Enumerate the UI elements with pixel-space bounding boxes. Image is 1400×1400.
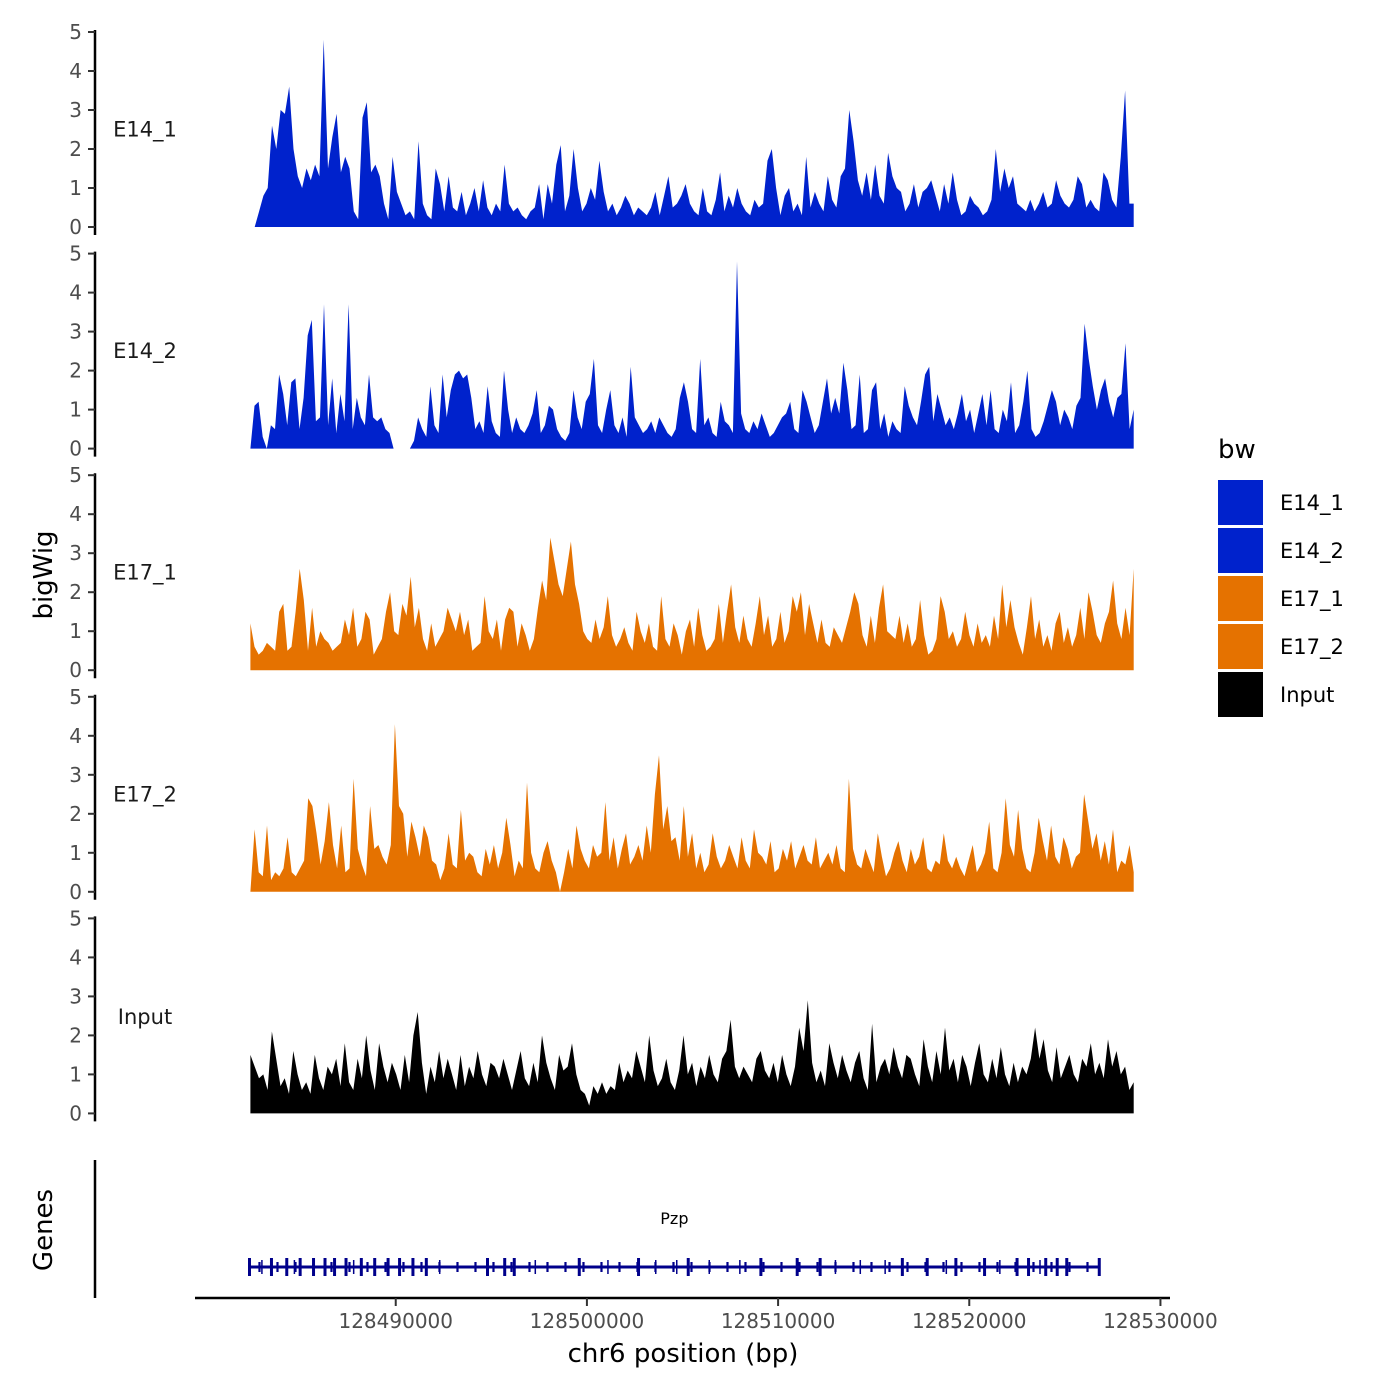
y-tick-label: 5 (69, 20, 82, 44)
track-label: E17_2 (113, 782, 177, 807)
y-tick-label: 1 (69, 619, 82, 643)
track-E14_1: 0 1 2 3 4 5 E14_1 (69, 20, 1134, 239)
y-tick-label: 1 (69, 841, 82, 865)
x-tick-label: 128510000 (721, 1309, 836, 1333)
signal-area-E17_1 (250, 537, 1134, 671)
y-tick-label: 1 (69, 1062, 82, 1086)
y-tick-label: 4 (69, 945, 82, 969)
x-axis: 128490000 128500000 128510000 128520000 1285… (195, 1296, 1218, 1333)
y-axis-title: bigWig (29, 530, 59, 619)
y-tick-label: 2 (69, 580, 82, 604)
x-tick-label: 128500000 (530, 1309, 645, 1333)
legend-label: Input (1280, 683, 1334, 707)
track-E17_1: 0 1 2 3 4 5 E17_1 (69, 463, 1134, 682)
y-tick-label: 3 (69, 98, 82, 122)
legend-swatch (1218, 672, 1263, 717)
genes-layer: Pzp (93, 1160, 1101, 1298)
y-tick-label: 5 (69, 242, 82, 266)
legend-swatch (1218, 480, 1263, 525)
y-tick-label: 0 (69, 880, 82, 904)
track-label: E17_1 (113, 561, 177, 586)
y-tick-label: 1 (69, 176, 82, 200)
y-tick-label: 2 (69, 137, 82, 161)
legend-label: E14_2 (1280, 539, 1344, 564)
track-E14_2: 0 1 2 3 4 5 E14_2 (69, 242, 1134, 461)
y-tick-label: 5 (69, 906, 82, 930)
y-tick-label: 4 (69, 59, 82, 83)
y-tick-label: 5 (69, 463, 82, 487)
track-label: E14_1 (113, 118, 177, 143)
x-tick-label: 128530000 (1103, 1309, 1218, 1333)
track-label: E14_2 (113, 339, 177, 364)
y-tick-label: 0 (69, 215, 82, 239)
y-tick-label: 5 (69, 685, 82, 709)
track-E17_2: 0 1 2 3 4 5 E17_2 (69, 685, 1134, 904)
y-tick-label: 3 (69, 541, 82, 565)
legend-swatch (1218, 528, 1263, 573)
legend-label: E17_2 (1280, 635, 1344, 660)
x-tick-label: 128520000 (912, 1309, 1027, 1333)
track-Input: 0 1 2 3 4 5 Input (69, 906, 1134, 1125)
y-tick-label: 0 (69, 1101, 82, 1125)
legend-label: E17_1 (1280, 587, 1344, 612)
y-tick-label: 1 (69, 398, 82, 422)
gene-Pzp: Pzp (247, 1209, 1101, 1276)
y-tick-label: 4 (69, 724, 82, 748)
y-tick-label: 0 (69, 437, 82, 461)
legend-swatch (1218, 624, 1263, 669)
y-tick-label: 2 (69, 359, 82, 383)
legend-label: E14_1 (1280, 491, 1344, 516)
legend: bw E14_1 E14_2 E17_1 E17_2 Input (1218, 435, 1344, 717)
y-tick-label: 4 (69, 502, 82, 526)
y-tick-label: 4 (69, 281, 82, 305)
y-tick-label: 3 (69, 984, 82, 1008)
y-tick-label: 3 (69, 763, 82, 787)
signal-area-E14_2 (250, 261, 1134, 449)
y-tick-label: 3 (69, 320, 82, 344)
legend-swatch (1218, 576, 1263, 621)
track-label: Input (118, 1005, 172, 1029)
x-axis-title: chr6 position (bp) (568, 1339, 799, 1369)
x-tick-label: 128490000 (338, 1309, 453, 1333)
signal-area-E14_1 (250, 39, 1134, 227)
gene-name-label: Pzp (660, 1209, 688, 1228)
y-tick-label: 2 (69, 1023, 82, 1047)
signal-area-E17_2 (250, 724, 1134, 892)
tracks-layer: 0 1 2 3 4 5 E14_1 0 1 2 3 4 5 E14_2 0 1 2 3 4 5 E17_1 0 1 2 3 4 5 E… (69, 20, 1134, 1125)
y-tick-label: 0 (69, 658, 82, 682)
signal-area-Input (250, 1000, 1134, 1114)
genes-axis-title: Genes (29, 1189, 59, 1271)
legend-title: bw (1218, 435, 1256, 465)
y-tick-label: 2 (69, 802, 82, 826)
